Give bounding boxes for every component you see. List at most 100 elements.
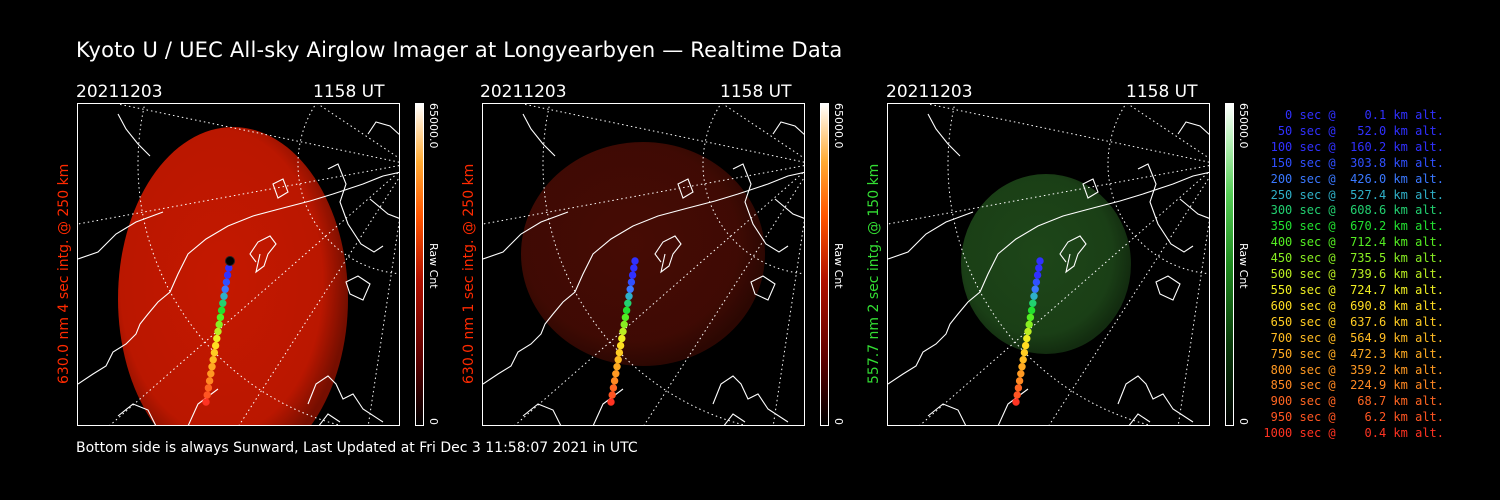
trajectory-point (620, 320, 628, 329)
legend-row: 250 sec @ 527.4 km alt. (1263, 187, 1444, 202)
allsky-map (78, 104, 399, 425)
airglow-image (118, 127, 348, 425)
coastline (78, 211, 164, 260)
panel-2-image[interactable] (482, 103, 805, 426)
panel-1-time: 1158 UT (313, 82, 385, 102)
trajectory-point (216, 313, 225, 322)
trajectory-point (1015, 377, 1024, 385)
trajectory-point (627, 278, 636, 286)
trajectory-point (202, 398, 210, 406)
legend-row: 950 sec @ 6.2 km alt. (1263, 410, 1444, 425)
legend-row: 600 sec @ 690.8 km alt. (1263, 298, 1444, 313)
trajectory-point (609, 384, 618, 392)
coastline (750, 275, 776, 301)
coastline (1179, 198, 1209, 219)
trajectory-point (207, 370, 215, 378)
panel-1-image[interactable] (77, 103, 400, 426)
panel-2-colorbar (820, 103, 829, 426)
coastline (592, 388, 624, 425)
legend-row: 900 sec @ 68.7 km alt. (1263, 394, 1444, 409)
panel-1-date: 20211203 (76, 82, 163, 102)
panel-2-ylabel: 630.0 nm 1 sec intg. @ 250 km (461, 163, 477, 384)
coastline (888, 211, 974, 260)
allsky-map (888, 104, 1209, 425)
coastline (732, 163, 789, 253)
coastline (927, 113, 961, 157)
coastline (1059, 235, 1087, 274)
meridian-line (78, 165, 399, 225)
trajectory-point (607, 398, 615, 406)
meridian-line (317, 104, 399, 159)
panel-3-image[interactable] (887, 103, 1210, 426)
trajectory-point (1036, 257, 1044, 265)
rocket-position-marker (225, 256, 235, 266)
allsky-map (483, 104, 804, 425)
trajectory-point (628, 271, 637, 279)
meridian-line (927, 104, 1209, 163)
trajectory-point (1018, 363, 1026, 371)
trajectory-point (608, 391, 616, 399)
trajectory-point (1027, 306, 1036, 315)
coastline (522, 113, 556, 157)
coastline (1137, 163, 1194, 253)
trajectory-point (1026, 313, 1035, 322)
trajectory-point (1017, 370, 1025, 378)
panel-1-cbar-label: Raw Cnt (427, 243, 440, 289)
trajectory-point (1012, 398, 1020, 406)
coastline (345, 275, 371, 301)
trajectory-point (1029, 299, 1037, 308)
coastline (78, 171, 399, 385)
coastline (249, 235, 277, 274)
coastline (367, 121, 399, 135)
panel-1-colorbar (415, 103, 424, 426)
meridian-line (919, 171, 1209, 425)
trajectory-point (1030, 292, 1038, 300)
legend-row: 150 sec @ 303.8 km alt. (1263, 155, 1444, 170)
coastline (1177, 121, 1209, 135)
trajectory-point (613, 363, 621, 371)
meridian-line (483, 165, 804, 225)
trajectory-point (203, 391, 211, 399)
panel-3-time: 1158 UT (1126, 82, 1198, 102)
legend-row: 800 sec @ 359.2 km alt. (1263, 362, 1444, 377)
coastline (774, 198, 804, 219)
trajectory-point (616, 341, 625, 350)
coastline (272, 178, 289, 199)
legend-row: 1000 sec @ 0.4 km alt. (1263, 426, 1444, 441)
trajectory-point (612, 370, 620, 378)
coastline (677, 178, 694, 199)
trajectory-point (222, 278, 231, 286)
panel-3-cbar-label: Raw Cnt (1237, 243, 1250, 289)
coastline (888, 171, 1209, 385)
coastline (654, 235, 682, 274)
trajectory-point (205, 377, 214, 385)
coastline (117, 113, 151, 157)
panel-3-colorbar (1225, 103, 1234, 426)
meridian-line (722, 104, 804, 159)
coastline (187, 388, 219, 425)
legend-row: 700 sec @ 564.9 km alt. (1263, 330, 1444, 345)
legend-row: 300 sec @ 608.6 km alt. (1263, 203, 1444, 218)
meridian-line (772, 219, 804, 425)
trajectory-point (1023, 334, 1031, 343)
trajectory-point (1020, 348, 1029, 357)
trajectory-point (217, 306, 226, 315)
coastline (307, 375, 384, 423)
coastline (997, 388, 1029, 425)
trajectory-point (615, 348, 624, 357)
panel-3-cbar-min: 0 (1237, 418, 1250, 425)
trajectory-point (1035, 264, 1043, 272)
footer-status: Bottom side is always Sunward, Last Upda… (76, 440, 638, 456)
panel-1-ylabel: 630.0 nm 4 sec intg. @ 250 km (56, 163, 72, 384)
trajectory-point (209, 356, 217, 364)
panel-2-cbar-label: Raw Cnt (832, 243, 845, 289)
legend-row: 650 sec @ 637.6 km alt. (1263, 314, 1444, 329)
legend-row: 50 sec @ 52.0 km alt. (1263, 123, 1444, 138)
panel-1-cbar-max: 65000.0 (427, 103, 440, 149)
trajectory-point (624, 299, 632, 308)
coastline (522, 403, 562, 425)
coastline (483, 211, 569, 260)
coastline (1155, 275, 1181, 301)
legend-row: 550 sec @ 724.7 km alt. (1263, 282, 1444, 297)
coastline (1117, 375, 1194, 423)
